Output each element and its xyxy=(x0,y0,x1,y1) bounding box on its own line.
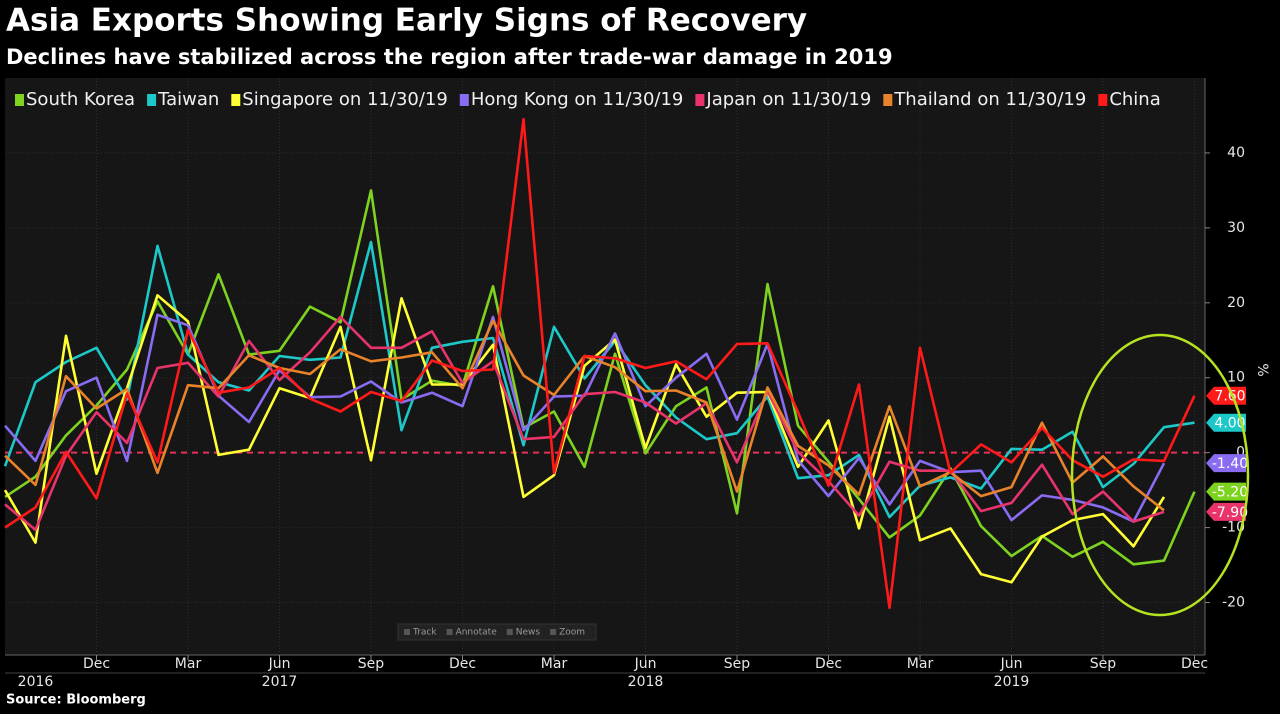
x-tick-label: Jun xyxy=(1000,656,1023,672)
end-label-box xyxy=(1206,386,1246,405)
x-tick-label: Jun xyxy=(268,656,291,672)
end-label: 4.00 xyxy=(1214,416,1245,432)
x-tick-label: Sep xyxy=(724,656,751,672)
x-tick-label: Dec xyxy=(83,656,110,672)
toolbar-icon xyxy=(404,629,410,635)
toolbar-icon xyxy=(446,629,453,635)
legend-swatch xyxy=(459,94,469,106)
legend-item: China xyxy=(1098,89,1161,110)
x-tick-label: Dec xyxy=(449,656,476,672)
legend-item: Hong Kong on 11/30/19 xyxy=(459,89,684,110)
x-tick-label: Mar xyxy=(907,656,934,672)
plot-area xyxy=(5,78,1205,655)
legend-item: Taiwan xyxy=(147,89,219,110)
legend-item: Japan on 11/30/19 xyxy=(695,89,871,110)
x-tick-label: Mar xyxy=(541,656,568,672)
year-label: 2016 xyxy=(18,674,54,690)
x-tick-label: Dec xyxy=(1181,656,1208,672)
end-label: -5.20 xyxy=(1212,485,1248,501)
toolbar-label[interactable]: Zoom xyxy=(559,628,585,638)
toolbar-icon xyxy=(550,629,557,635)
x-tick-label: Jun xyxy=(634,656,657,672)
legend-label: Hong Kong on 11/30/19 xyxy=(471,89,684,110)
legend-item: South Korea xyxy=(15,89,135,110)
toolbar-label[interactable]: Annotate xyxy=(456,628,498,638)
end-label: 7.60 xyxy=(1214,389,1245,405)
end-label-box xyxy=(1206,502,1246,521)
y-tick-label: 40 xyxy=(1227,145,1245,161)
highlight-ellipse xyxy=(1070,333,1250,617)
chart-subtitle: Declines have stabilized across the regi… xyxy=(6,45,893,69)
series-line xyxy=(4,315,1165,532)
toolbar-label[interactable]: Track xyxy=(412,628,437,638)
y-tick-label: 30 xyxy=(1227,220,1245,236)
end-label: -1.40 xyxy=(1212,456,1248,472)
legend-swatch xyxy=(695,94,705,106)
toolbar-items: Track Annotate News Zoom xyxy=(404,628,585,638)
source: Source: Bloomberg xyxy=(6,693,146,708)
legend-swatch xyxy=(883,94,893,106)
chart-title: Asia Exports Showing Early Signs of Reco… xyxy=(6,3,807,39)
end-label-box xyxy=(1206,413,1246,432)
legend-item: Singapore on 11/30/19 xyxy=(231,89,448,110)
legend-item: Thailand on 11/30/19 xyxy=(883,89,1086,110)
y-tick-label: 10 xyxy=(1227,370,1245,386)
legend-label: South Korea xyxy=(26,89,135,110)
legend-label: Taiwan xyxy=(157,89,219,110)
series-line xyxy=(4,189,1196,566)
legend-label: China xyxy=(1109,89,1160,110)
legend-label: Singapore on 11/30/19 xyxy=(242,89,448,110)
legend-label: Thailand on 11/30/19 xyxy=(893,89,1086,110)
year-label: 2019 xyxy=(994,674,1030,690)
legend-label: Japan on 11/30/19 xyxy=(705,89,871,110)
x-tick-label: Mar xyxy=(175,656,202,672)
x-tick-label: Sep xyxy=(358,656,385,672)
year-label: 2018 xyxy=(628,674,664,690)
toolbar-label[interactable]: News xyxy=(516,628,541,638)
legend-swatch xyxy=(147,94,157,106)
y-axis-label: % xyxy=(1254,363,1270,376)
end-label: -7.90 xyxy=(1212,505,1248,521)
legend-swatch xyxy=(15,94,24,106)
end-label-box xyxy=(1206,482,1246,501)
series-line xyxy=(4,117,1196,610)
series-line xyxy=(3,294,1166,584)
toolbar-icon xyxy=(506,629,513,635)
series-line xyxy=(3,240,1195,519)
y-tick-label: 20 xyxy=(1227,295,1245,311)
legend-swatch xyxy=(1098,94,1108,106)
y-tick-label: -20 xyxy=(1222,595,1245,611)
end-label-box xyxy=(1206,454,1246,473)
year-label: 2017 xyxy=(262,674,298,690)
x-tick-label: Sep xyxy=(1090,656,1117,672)
legend-swatch xyxy=(231,94,241,106)
x-tick-label: Dec xyxy=(815,656,842,672)
y-tick-label: 0 xyxy=(1236,445,1245,461)
toolbar[interactable] xyxy=(397,623,597,641)
